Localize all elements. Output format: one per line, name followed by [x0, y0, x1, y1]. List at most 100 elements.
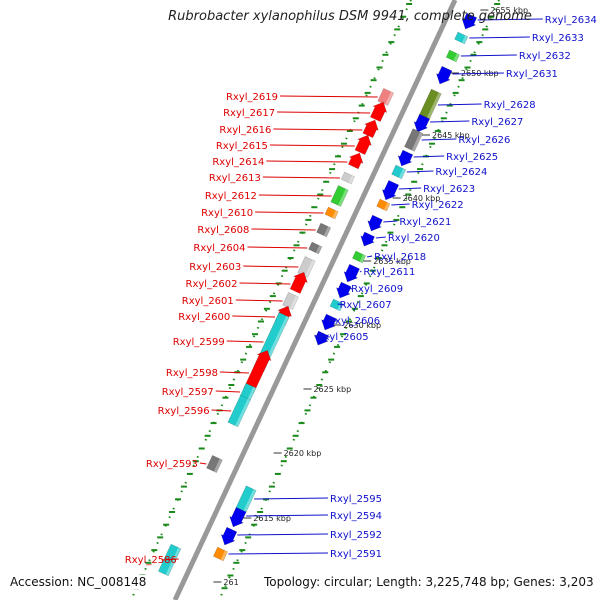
gene-callout-line — [469, 36, 530, 39]
gene-box-highlight — [411, 131, 423, 152]
gene-box-highlight — [315, 245, 322, 254]
gene-label-rxyl-2595[interactable]: Rxyl_2595 — [330, 494, 382, 505]
gene-label-rxyl-2592[interactable]: Rxyl_2592 — [330, 530, 382, 541]
reverse-gene-rxyl-2626 — [404, 128, 424, 152]
gene-label-rxyl-2610[interactable]: Rxyl_2610 — [201, 208, 253, 219]
gene-callout-line — [235, 299, 283, 302]
gene-callout-line — [326, 319, 338, 322]
gene-label-rxyl-2623[interactable]: Rxyl_2623 — [423, 184, 475, 195]
gene-box-shape — [206, 454, 223, 474]
gene-label-rxyl-2612[interactable]: Rxyl_2612 — [205, 191, 257, 202]
gene-label-rxyl-2621[interactable]: Rxyl_2621 — [399, 217, 451, 228]
gene-label-rxyl-2596[interactable]: Rxyl_2596 — [158, 406, 210, 417]
gene-label-rxyl-2586[interactable]: Rxyl_2586 — [125, 555, 177, 566]
reverse-gene-rxyl-2625 — [397, 149, 414, 167]
reverse-gene-rxyl-2623 — [381, 179, 400, 201]
gene-callout-line — [262, 176, 340, 179]
forward-gene-rxyl-2593 — [206, 454, 223, 474]
gene-label-rxyl-2600[interactable]: Rxyl_2600 — [178, 312, 230, 323]
gene-label-rxyl-2616[interactable]: Rxyl_2616 — [219, 125, 271, 136]
gene-arrow-shape — [229, 506, 247, 528]
gene-arrow-shape — [369, 101, 388, 123]
gene-label-rxyl-2594[interactable]: Rxyl_2594 — [330, 511, 382, 522]
reverse-gene-rxyl-2620 — [360, 231, 375, 247]
gene-box-shape — [308, 241, 323, 255]
gene-label-rxyl-2627[interactable]: Rxyl_2627 — [471, 117, 523, 128]
gene-callout-line — [239, 282, 291, 285]
gene-label-rxyl-2619[interactable]: Rxyl_2619 — [226, 92, 278, 103]
gene-label-rxyl-2633[interactable]: Rxyl_2633 — [532, 33, 584, 44]
gene-label-rxyl-2611[interactable]: Rxyl_2611 — [363, 267, 415, 278]
gene-label-rxyl-2625[interactable]: Rxyl_2625 — [446, 152, 498, 163]
reverse-gene-rxyl-2605 — [314, 330, 329, 346]
scale-label: 2625 kbp — [313, 385, 351, 394]
gene-label-rxyl-2632[interactable]: Rxyl_2632 — [519, 51, 571, 62]
gene-callout-line — [279, 95, 378, 98]
forward-gene-rxyl-2614 — [347, 152, 364, 170]
gene-label-rxyl-2598[interactable]: Rxyl_2598 — [166, 368, 218, 379]
gene-label-rxyl-2599[interactable]: Rxyl_2599 — [173, 337, 225, 348]
gene-label-rxyl-2620[interactable]: Rxyl_2620 — [388, 233, 440, 244]
gene-label-rxyl-2609[interactable]: Rxyl_2609 — [351, 284, 403, 295]
gene-label-rxyl-2605[interactable]: Rxyl_2605 — [317, 332, 369, 343]
forward-gene-rxyl-2616 — [362, 119, 379, 139]
gene-box-highlight — [398, 168, 406, 179]
gene-box-shape — [445, 49, 460, 63]
reverse-gene-rxyl-2631 — [435, 65, 453, 85]
genome-title: Rubrobacter xylanophilus DSM 9941, compl… — [168, 9, 532, 24]
gene-arrow-shape — [336, 281, 352, 299]
reverse-gene-rxyl-2594 — [229, 506, 247, 528]
gene-callout-line — [337, 303, 345, 306]
gene-arrow-shape — [321, 313, 337, 331]
gene-label-rxyl-2615[interactable]: Rxyl_2615 — [216, 141, 268, 152]
gene-callout-line — [477, 18, 543, 21]
gene-label-rxyl-2603[interactable]: Rxyl_2603 — [189, 262, 241, 273]
gene-label-rxyl-2617[interactable]: Rxyl_2617 — [223, 108, 275, 119]
scale-label: 2640 kbp — [403, 194, 441, 203]
gene-arrow-shape — [343, 263, 360, 283]
gene-arrow-shape — [397, 149, 414, 167]
forward-gene-rxyl-2612 — [330, 185, 349, 207]
gene-label-rxyl-2597[interactable]: Rxyl_2597 — [162, 387, 214, 398]
gene-label-rxyl-2593[interactable]: Rxyl_2593 — [146, 459, 198, 470]
gene-arrow-shape — [347, 152, 364, 170]
reverse-gene-rxyl-2627 — [413, 113, 430, 133]
gene-label-rxyl-2622[interactable]: Rxyl_2622 — [412, 200, 464, 211]
gene-label-rxyl-2608[interactable]: Rxyl_2608 — [197, 225, 249, 236]
gene-callout-line — [211, 409, 232, 412]
gene-box-shape — [227, 394, 251, 428]
gene-label-rxyl-2631[interactable]: Rxyl_2631 — [506, 69, 558, 80]
gene-box-highlight — [289, 295, 299, 310]
gene-arrow-shape — [354, 134, 372, 156]
gene-label-rxyl-2606[interactable]: Rxyl_2606 — [328, 316, 380, 327]
gene-box-highlight — [425, 92, 442, 121]
gene-callout-line — [215, 390, 241, 393]
gene-label-rxyl-2607[interactable]: Rxyl_2607 — [340, 300, 392, 311]
gene-box-highlight — [220, 550, 228, 561]
gene-arrow-shape — [289, 271, 308, 294]
gene-label-rxyl-2591[interactable]: Rxyl_2591 — [330, 549, 382, 560]
gene-label-rxyl-2634[interactable]: Rxyl_2634 — [545, 15, 597, 26]
gene-box-shape — [391, 164, 407, 180]
gene-box-highlight — [383, 202, 391, 211]
gene-label-rxyl-2618[interactable]: Rxyl_2618 — [374, 252, 426, 263]
gene-label-rxyl-2602[interactable]: Rxyl_2602 — [186, 279, 238, 290]
scale-label: 2620 kbp — [284, 449, 322, 458]
scale-ticks — [133, 3, 501, 590]
gene-label-rxyl-2604[interactable]: Rxyl_2604 — [193, 243, 245, 254]
gene-arrow-shape — [314, 330, 329, 346]
gene-callout-line — [269, 144, 355, 147]
gene-label-rxyl-2613[interactable]: Rxyl_2613 — [209, 173, 261, 184]
gene-label-rxyl-2628[interactable]: Rxyl_2628 — [484, 100, 536, 111]
gene-callout-line — [348, 287, 353, 290]
gene-label-rxyl-2601[interactable]: Rxyl_2601 — [182, 296, 234, 307]
gene-label-rxyl-2614[interactable]: Rxyl_2614 — [212, 157, 264, 168]
gene-label-rxyl-2626[interactable]: Rxyl_2626 — [458, 135, 510, 146]
gene-callout-lines — [161, 18, 543, 561]
gene-box-highlight — [359, 254, 366, 263]
scale-label: 261 — [223, 578, 238, 587]
gene-box-shape — [329, 298, 344, 312]
gene-callout-line — [366, 255, 373, 258]
gene-label-rxyl-2624[interactable]: Rxyl_2624 — [435, 167, 487, 178]
reverse-gene-rxyl-2624 — [391, 164, 407, 180]
